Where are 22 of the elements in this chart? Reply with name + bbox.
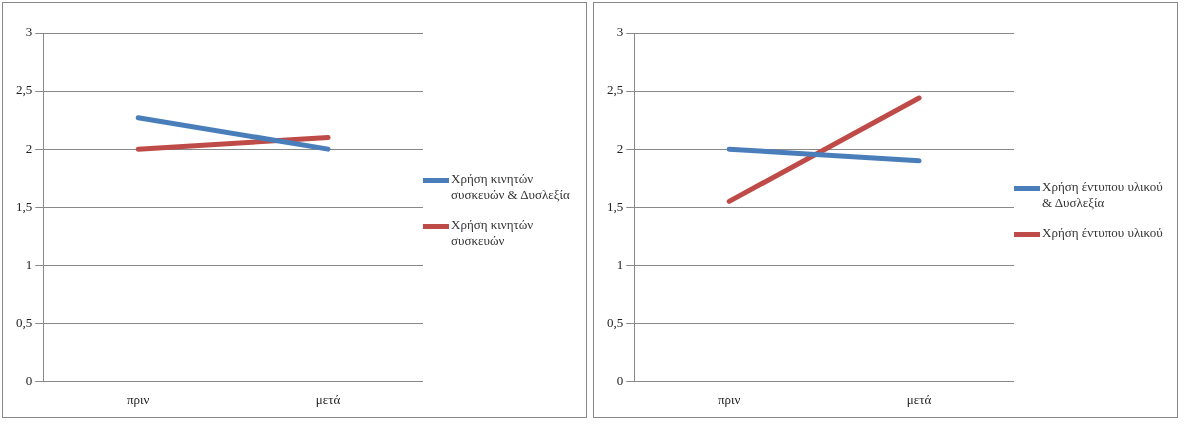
legend-label: Χρήση κινητών συσκευών [451,217,535,249]
y-tick-label: 0 [616,372,624,388]
y-tick-label: 0 [25,372,33,388]
y-tick-label: 1,5 [607,198,624,214]
y-tick-label: 1,5 [16,198,33,214]
y-tick-label: 3 [616,24,624,40]
y-tick-label: 1 [616,256,624,272]
y-tick-label: 3 [25,24,33,40]
x-tick-label: πριν [717,391,741,407]
legend-label: Χρήση έντυπου υλικού [1042,225,1163,241]
x-tick-label: πριν [126,391,150,407]
x-tick-label: μετά [315,391,341,407]
legend-label: Χρήση έντυπου υλικού & Δυσλεξία [1042,179,1164,211]
y-tick-label: 2,5 [16,82,33,98]
y-tick-label: 2 [616,140,624,156]
x-tick-label: μετά [906,391,932,407]
y-tick-label: 1 [25,256,33,272]
legend-label: Χρήση κινητών συσκευών & Δυσλεξία [451,171,571,203]
y-tick-label: 2 [25,140,33,156]
y-tick-label: 2,5 [607,82,624,98]
y-tick-label: 0,5 [16,314,33,330]
y-tick-label: 0,5 [607,314,624,330]
